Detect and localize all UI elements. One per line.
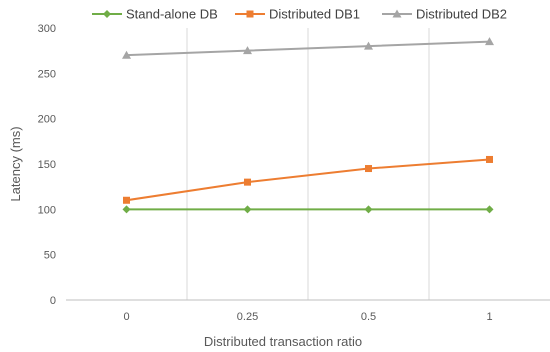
series-lines xyxy=(122,37,494,214)
x-tick-label: 0.5 xyxy=(361,311,376,323)
legend-label: Stand-alone DB xyxy=(126,7,218,22)
x-tick-label: 0 xyxy=(123,311,129,323)
data-point xyxy=(246,10,254,18)
x-tick-label: 0.25 xyxy=(237,311,258,323)
data-point xyxy=(103,10,111,18)
data-point xyxy=(364,41,373,50)
y-tick-label: 300 xyxy=(38,23,56,35)
data-point xyxy=(122,205,131,214)
data-point xyxy=(122,50,131,59)
grid-lines xyxy=(186,28,430,300)
data-point xyxy=(123,196,130,204)
y-tick-label: 0 xyxy=(50,295,56,307)
y-tick-label: 50 xyxy=(44,250,56,262)
legend-item: Distributed DB2 xyxy=(382,7,507,22)
series-group xyxy=(122,205,494,214)
data-point xyxy=(486,155,493,163)
x-tick-label: 1 xyxy=(486,311,492,323)
legend-item: Distributed DB1 xyxy=(235,7,360,22)
series-group xyxy=(123,155,493,204)
series-line xyxy=(126,158,490,202)
data-point xyxy=(365,165,372,173)
series-group xyxy=(122,37,494,59)
y-tick-label: 250 xyxy=(38,68,56,80)
legend-label: Distributed DB1 xyxy=(269,7,360,22)
legend-item: Stand-alone DB xyxy=(92,7,218,22)
x-axis-title: Distributed transaction ratio xyxy=(204,334,362,349)
data-point xyxy=(485,37,494,46)
y-tick-labels: 0 50 100 150 200 250 300 xyxy=(38,23,56,307)
data-point xyxy=(243,46,252,55)
y-tick-label: 200 xyxy=(38,114,56,126)
data-point xyxy=(485,205,494,214)
legend: Stand-alone DB Distributed DB1 Distributed… xyxy=(92,7,507,22)
y-tick-label: 100 xyxy=(38,204,56,216)
y-tick-label: 150 xyxy=(38,159,56,171)
data-point xyxy=(244,178,251,186)
series-line xyxy=(126,40,490,57)
data-point xyxy=(243,205,252,214)
legend-label: Distributed DB2 xyxy=(416,7,507,22)
data-point xyxy=(364,205,373,214)
x-tick-labels: 0 0.25 0.5 1 xyxy=(123,311,492,323)
y-axis-title: Latency (ms) xyxy=(8,126,23,201)
data-point xyxy=(392,9,402,18)
